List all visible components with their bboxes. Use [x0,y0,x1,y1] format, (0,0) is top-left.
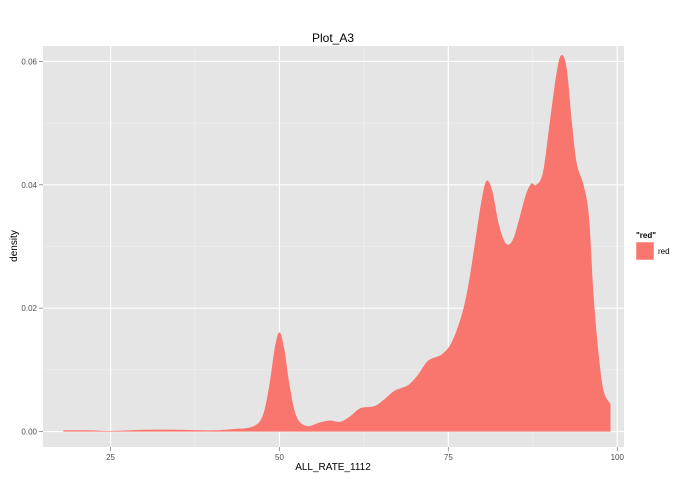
legend: "red" red [635,231,670,261]
y-tick-label-3: 0.06 [21,57,37,66]
y-tick-label-0: 0.00 [21,428,37,437]
chart-title: Plot_A3 [312,31,354,45]
x-tick-label-0: 25 [106,453,115,462]
y-tick-label-1: 0.02 [21,304,37,313]
density-area-red [63,55,611,432]
y-axis-title: density [9,230,20,262]
x-axis-title: ALL_RATE_1112 [295,462,371,473]
x-axis-ticks: 25 50 75 100 [106,447,624,462]
y-tick-label-2: 0.04 [21,181,37,190]
legend-key-red [635,241,655,261]
legend-label-red: red [658,247,670,256]
x-tick-label-2: 75 [444,453,453,462]
legend-title: "red" [636,231,656,240]
x-tick-label-1: 50 [275,453,284,462]
y-axis-ticks: 0.00 0.02 0.04 0.06 [21,57,43,437]
x-tick-label-3: 100 [611,453,625,462]
